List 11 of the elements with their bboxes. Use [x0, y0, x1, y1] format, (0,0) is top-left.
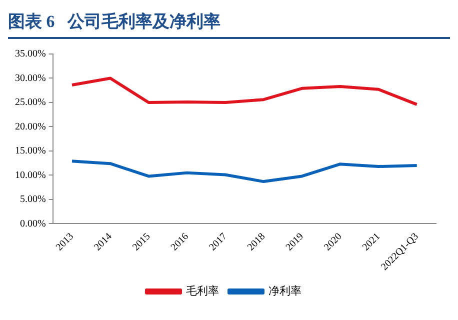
y-tick-label: 10.00% [14, 170, 46, 181]
legend-label: 净利率 [268, 284, 302, 298]
y-tick-label: 0.00% [20, 218, 46, 230]
y-tick-label: 20.00% [14, 121, 46, 132]
legend-label: 毛利率 [186, 284, 219, 298]
y-tick-label: 25.00% [14, 97, 46, 108]
chart-title: 图表 6 公司毛利率及净利率 [8, 8, 450, 39]
y-tick-label: 35.00% [14, 48, 46, 60]
y-tick-label: 15.00% [14, 146, 46, 157]
y-tick-label: 30.00% [14, 72, 46, 84]
y-tick-label: 5.00% [20, 194, 46, 206]
